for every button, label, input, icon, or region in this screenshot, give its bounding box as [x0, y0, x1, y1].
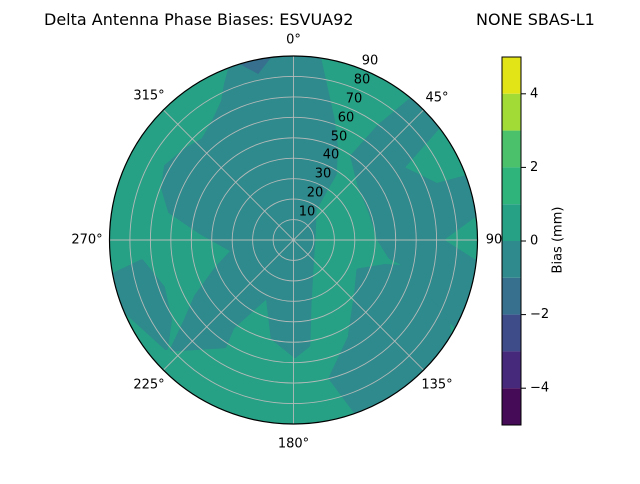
theta-label-270: 270° — [71, 233, 102, 248]
colorbar-axis-label: Bias (mm) — [551, 207, 566, 274]
theta-label-225: 225° — [133, 378, 164, 393]
colorbar-bands — [502, 57, 521, 425]
theta-label-315: 315° — [133, 89, 164, 104]
theta-label-180: 180° — [278, 437, 309, 452]
colorbar-band-neg4-to-neg3 — [502, 351, 521, 389]
grid-radial-135-315 — [163, 109, 424, 371]
figure-title-right: NONE SBAS-L1 — [476, 10, 595, 29]
r-tick-label-80: 80 — [354, 73, 371, 88]
r-tick-label-20: 20 — [307, 186, 324, 201]
theta-label-135: 135° — [421, 378, 452, 393]
r-tick-label-40: 40 — [323, 148, 340, 163]
colorbar-band-1-to-2 — [502, 167, 521, 205]
colorbar-tick-label-neg2: −2 — [530, 307, 549, 322]
polar-axes-boundary — [108, 55, 479, 425]
colorbar-band-2-to-3 — [502, 130, 521, 168]
colorbar-band-neg3-to-neg2 — [502, 314, 521, 352]
colorbar-tick-label-0: 0 — [530, 234, 538, 249]
polar-grid — [109, 56, 478, 424]
radial-tick-labels: 10 20 30 40 50 60 70 80 90 — [299, 54, 379, 220]
colorbar-tick-labels: 4 2 0 −2 −4 — [530, 86, 549, 395]
colorbar-band-neg2-to-neg1 — [502, 277, 521, 315]
colorbar-band-neg1-to-0 — [502, 241, 521, 278]
colorbar: 4 2 0 −2 −4 Bias (mm) — [501, 56, 566, 426]
r-tick-label-60: 60 — [338, 111, 355, 126]
theta-label-90: 90 — [486, 233, 503, 248]
figure-title-left: Delta Antenna Phase Biases: ESVUA92 — [44, 10, 353, 29]
r-tick-label-50: 50 — [331, 130, 348, 145]
r-tick-label-10: 10 — [299, 205, 316, 220]
theta-label-0: 0° — [286, 33, 301, 48]
colorbar-band-3-to-4 — [502, 93, 521, 131]
colorbar-tick-label-neg4: −4 — [530, 381, 549, 396]
colorbar-band-4-to-5 — [502, 57, 521, 94]
r-tick-label-90: 90 — [362, 54, 379, 69]
azimuth-tick-labels: 0° 45° 90 135° 180° 225° 270° 315° — [71, 33, 502, 452]
r-tick-label-70: 70 — [346, 92, 363, 107]
colorbar-band-neg5-to-neg4 — [502, 388, 521, 425]
r-tick-label-30: 30 — [315, 167, 332, 182]
theta-label-45: 45° — [425, 91, 448, 106]
contour-region-top-sliver-neg2-to-neg1mm — [239, 57, 272, 74]
colorbar-tick-label-4: 4 — [530, 86, 538, 101]
colorbar-ticks — [521, 93, 526, 389]
colorbar-tick-label-2: 2 — [530, 160, 538, 175]
colorbar-band-0-to-1 — [502, 204, 521, 241]
